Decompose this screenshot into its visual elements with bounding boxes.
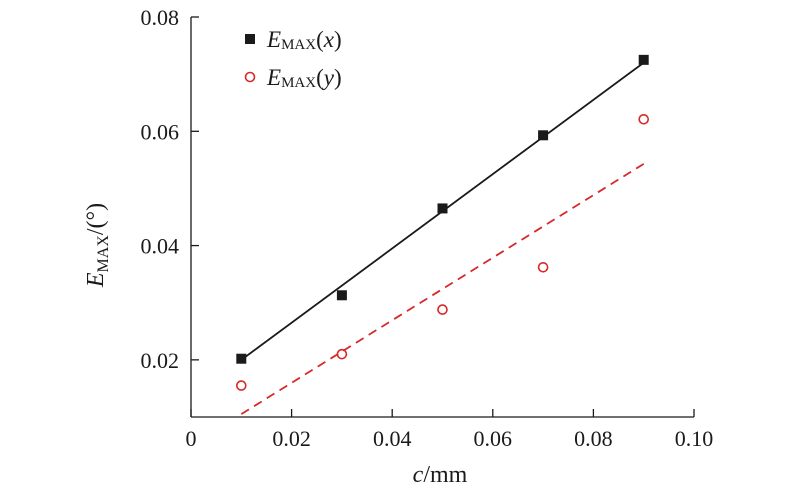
data-point-y: [638, 113, 650, 125]
data-point-x: [336, 290, 347, 301]
data-point-y: [537, 261, 549, 273]
legend-label-x: EMAX(x): [266, 27, 342, 53]
data-markers: [236, 54, 650, 391]
legend: EMAX(x) EMAX(y): [244, 27, 342, 91]
data-point-x: [236, 353, 247, 364]
fit-line-y: [240, 163, 645, 415]
fit-lines: [240, 61, 645, 415]
x-tick-label: 0.08: [574, 426, 613, 451]
data-point-x: [638, 54, 649, 65]
data-point-y: [236, 380, 247, 391]
legend-marker-y: [244, 71, 256, 83]
y-tick-label: 0.06: [141, 119, 180, 144]
y-tick-label: 0.08: [141, 5, 180, 30]
y-tick-label: 0.02: [141, 348, 180, 373]
x-tick-label: 0: [186, 426, 197, 451]
axes: 0 0.02 0.04 0.06 0.08 0.10 0.02 0.04 0.06 0.08: [141, 5, 714, 451]
data-point-y: [437, 304, 448, 315]
data-point-y: [336, 348, 348, 360]
x-tick-label: 0.06: [474, 426, 513, 451]
x-tick-label: 0.04: [373, 426, 412, 451]
legend-marker-x: [245, 34, 255, 44]
y-tick-label: 0.04: [141, 234, 180, 259]
data-point-x: [437, 203, 448, 214]
legend-label-y: EMAX(y): [266, 65, 342, 91]
x-axis-label: c/mm: [413, 462, 468, 488]
x-tick-label: 0.10: [675, 426, 714, 451]
y-axis-label: EMAX/(°): [83, 203, 112, 288]
x-tick-label: 0.02: [272, 426, 311, 451]
data-point-x: [538, 130, 549, 141]
